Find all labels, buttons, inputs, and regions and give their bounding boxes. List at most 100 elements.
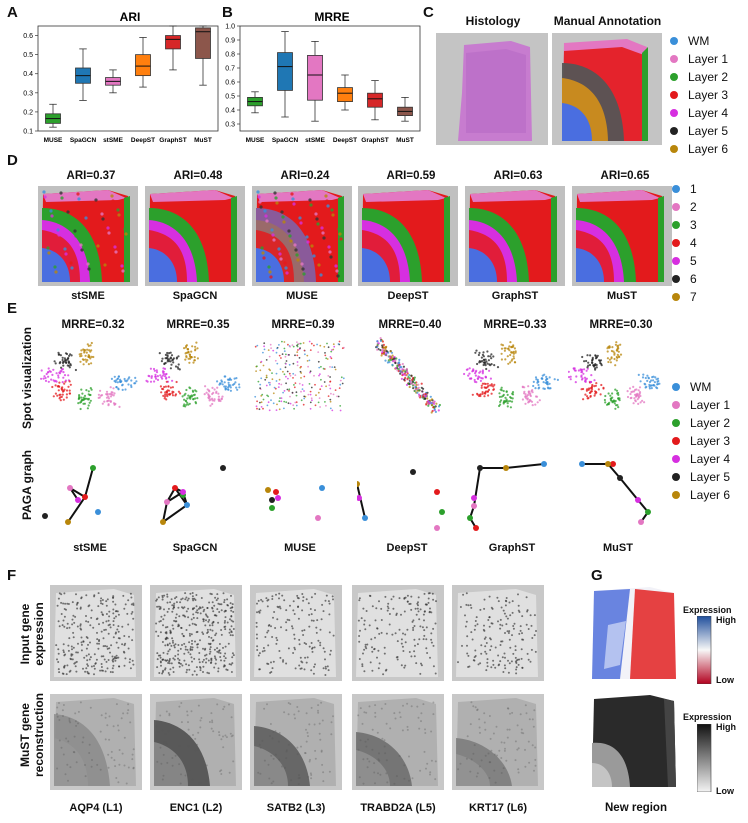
paga-node — [82, 494, 88, 500]
paga-node — [42, 513, 48, 519]
spot-visualization-muse — [254, 340, 345, 412]
box-must — [397, 97, 413, 122]
row-label-line2: expression — [32, 602, 46, 666]
gene-label: SATB2 (L3) — [266, 802, 326, 814]
row-label-line2: reconstruction — [32, 693, 46, 778]
box-body — [165, 35, 181, 50]
y-tick-label: 0.6 — [225, 80, 235, 87]
ari-score: ARI=0.24 — [280, 170, 330, 182]
reconstruction-map — [250, 694, 342, 790]
paga-node — [541, 461, 547, 467]
new-region-grayscale-map — [592, 695, 676, 787]
paga-edge — [162, 501, 168, 523]
box-muse — [247, 91, 263, 114]
row-label-line1: MuST gene — [18, 703, 32, 768]
gene-label: AQP4 (L1) — [69, 802, 123, 814]
y-tick-label: 0.3 — [225, 122, 235, 129]
box-spagcn — [277, 31, 293, 118]
cluster-map-spagcn — [145, 186, 245, 286]
input-expression-map — [250, 585, 342, 681]
layer4-dot-icon — [670, 109, 678, 117]
box-must — [195, 25, 211, 86]
y-tick-label: 0.5 — [225, 94, 235, 101]
box-deepst — [135, 37, 151, 88]
legend-label: Layer 2 — [688, 70, 729, 84]
reconstruction-map — [50, 694, 142, 790]
box-body — [337, 87, 353, 102]
cluster-map-must — [572, 186, 672, 286]
cluster1-dot-icon — [672, 185, 680, 193]
panel-letter-c: C — [423, 4, 434, 21]
paga-node — [605, 461, 611, 467]
plot-frame — [239, 25, 421, 132]
paga-node — [273, 489, 279, 495]
paga-edge — [505, 463, 545, 469]
method-label: stSME — [73, 542, 107, 554]
spot-visualization-deepst — [375, 337, 441, 414]
histology-title: Histology — [465, 14, 521, 28]
spot-visualization-stsme — [40, 341, 138, 411]
layer-legend-c: WM Layer 1 Layer 2 Layer 3 Layer 4 Layer… — [670, 32, 728, 158]
method-label: DeepST — [387, 290, 429, 302]
mrre-score: MRRE=0.40 — [378, 319, 442, 331]
panel-letter-g: G — [591, 567, 603, 584]
layer4-dot-icon — [672, 455, 680, 463]
colorbar2-title: Expression — [683, 712, 732, 722]
colorbar-low: Low — [716, 675, 734, 685]
method-label: MUSE — [286, 290, 318, 302]
y-tick-label: 0.6 — [23, 33, 33, 40]
legend-label: Layer 2 — [690, 416, 731, 430]
box-body — [367, 92, 383, 108]
spot-visualization-graphst — [463, 341, 559, 409]
panel-letter-f: F — [7, 567, 17, 584]
legend-label: Layer 5 — [690, 470, 731, 484]
paga-node — [180, 489, 186, 495]
paga-node — [617, 475, 623, 481]
layer5-dot-icon — [672, 473, 680, 481]
paga-node — [471, 495, 477, 501]
paga-node — [269, 497, 275, 503]
paga-graph-spagcn — [160, 465, 226, 525]
paga-node — [265, 487, 271, 493]
x-tick-label: DeepST — [333, 137, 357, 144]
panel-letter-e: E — [7, 300, 18, 317]
cluster3-dot-icon — [672, 221, 680, 229]
legend-label: WM — [690, 380, 712, 394]
box-body — [277, 52, 293, 91]
gene-label: KRT17 (L6) — [468, 802, 528, 814]
legend-label: Layer 4 — [688, 106, 729, 120]
cluster-legend-d: 1 2 3 4 5 6 7 — [672, 180, 697, 306]
input-expression-map — [150, 585, 242, 681]
x-tick-label: stSME — [103, 137, 124, 144]
method-label: SpaGCN — [172, 542, 218, 554]
mrre-score: MRRE=0.39 — [271, 319, 335, 331]
paga-node — [439, 509, 445, 515]
y-tick-label: 0.1 — [23, 129, 33, 136]
paga-node — [164, 499, 170, 505]
method-label: GraphST — [488, 542, 536, 554]
box-graphst — [165, 25, 181, 71]
row-label-line1: Input gene — [18, 603, 32, 665]
layer3-dot-icon — [670, 91, 678, 99]
chart-title: ARI — [120, 10, 141, 24]
box-graphst — [367, 80, 383, 121]
reconstruction-map — [352, 694, 444, 790]
box-body — [307, 55, 323, 101]
colorbar-title: Expression — [683, 605, 732, 615]
cluster7-dot-icon — [672, 293, 680, 301]
layer6-dot-icon — [672, 491, 680, 499]
colorbar-high: High — [716, 615, 736, 625]
legend-label: 3 — [690, 218, 697, 232]
paga-node — [638, 519, 644, 525]
layer1-dot-icon — [672, 401, 680, 409]
method-label: stSME — [71, 290, 105, 302]
paga-edge — [619, 477, 639, 501]
legend-label: 7 — [690, 290, 697, 304]
paga-graph-stsme — [42, 465, 101, 525]
paga-node — [635, 497, 641, 503]
paga-node — [75, 497, 81, 503]
cluster-map-graphst — [465, 186, 565, 286]
grayscale-colorbar — [697, 724, 712, 792]
x-tick-label: MuST — [194, 137, 212, 144]
x-tick-label: stSME — [305, 137, 326, 144]
